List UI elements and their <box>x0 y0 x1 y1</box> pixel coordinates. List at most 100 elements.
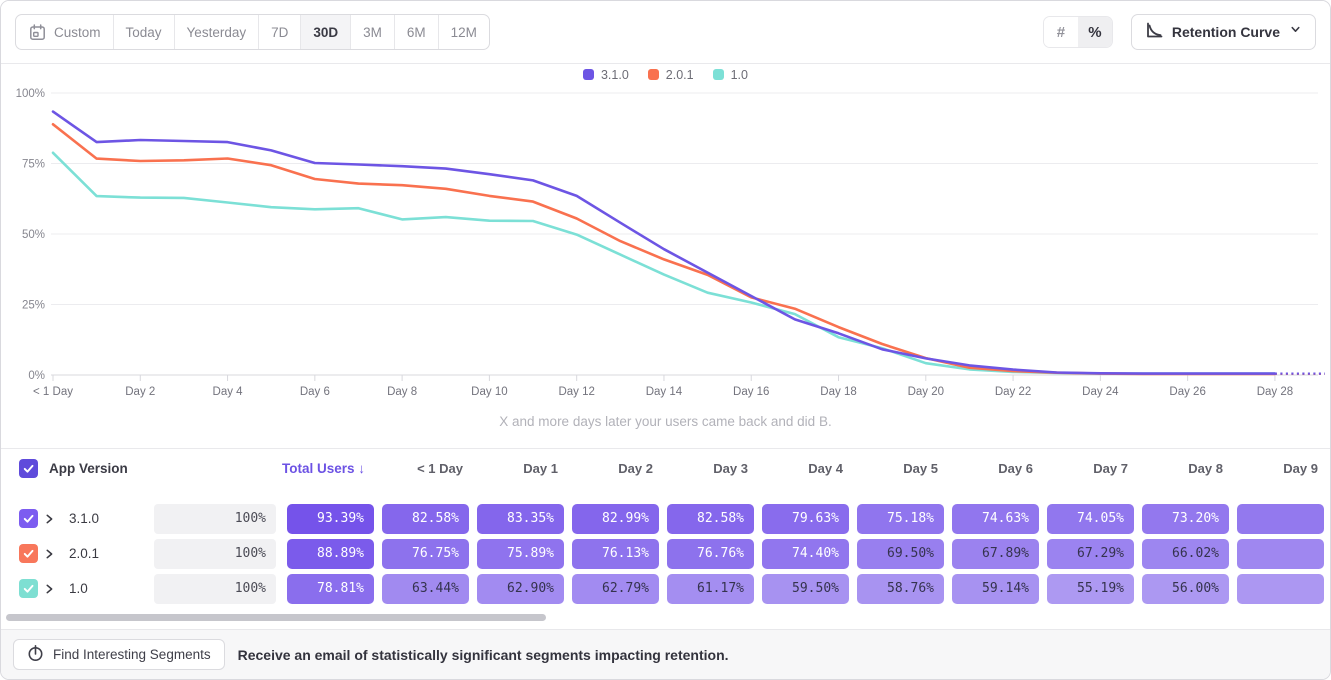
retention-cell[interactable]: 73.20% <box>1142 503 1229 534</box>
footer-bar: Find Interesting Segments Receive an ema… <box>1 629 1330 679</box>
retention-cell[interactable]: 93.39% <box>287 503 374 534</box>
retention-cell-partial[interactable] <box>1237 538 1324 569</box>
chevron-right-icon[interactable] <box>42 582 56 596</box>
retention-cell[interactable]: 78.81% <box>287 573 374 604</box>
x-axis-label: Day 22 <box>995 386 1031 398</box>
retention-cell[interactable]: 88.89% <box>287 538 374 569</box>
row-checkbox-3-1-0[interactable] <box>19 509 38 528</box>
retention-cell[interactable]: 75.89% <box>477 538 564 569</box>
column-header-day-7[interactable]: Day 7 <box>1093 461 1128 476</box>
chevron-right-icon[interactable] <box>42 512 56 526</box>
y-axis-label: 75% <box>22 159 45 171</box>
chevron-right-icon[interactable] <box>42 547 56 561</box>
chart-type-dropdown[interactable]: Retention Curve <box>1130 14 1316 50</box>
retention-cell[interactable]: 56.00% <box>1142 573 1229 604</box>
column-header-total-users[interactable]: Total Users ↓ <box>281 461 365 476</box>
retention-cell[interactable]: 67.29% <box>1047 538 1134 569</box>
retention-cell[interactable]: 62.90% <box>477 573 564 604</box>
x-axis-label: Day 10 <box>471 386 507 398</box>
column-header-day-8[interactable]: Day 8 <box>1188 461 1223 476</box>
retention-cell-partial[interactable] <box>1237 573 1324 604</box>
series-line-1-0 <box>51 151 1277 375</box>
retention-cell[interactable]: 76.75% <box>382 538 469 569</box>
legend-item-3-1-0[interactable]: 3.1.0 <box>582 68 629 82</box>
column-header-app-version[interactable]: App Version <box>49 461 128 476</box>
chart-type-label: Retention Curve <box>1171 24 1280 40</box>
x-axis-label: Day 28 <box>1257 386 1293 398</box>
percent-toggle[interactable]: % <box>1077 17 1112 47</box>
retention-cell[interactable]: 82.99% <box>572 503 659 534</box>
date-range-7d[interactable]: 7D <box>258 15 300 49</box>
x-axis-label: Day 4 <box>213 386 244 398</box>
percent-icon: % <box>1088 23 1102 41</box>
x-axis-label: Day 2 <box>125 386 155 398</box>
x-axis-label: Day 16 <box>733 386 769 398</box>
retention-cell[interactable]: 74.40% <box>762 538 849 569</box>
retention-cell[interactable]: 69.50% <box>857 538 944 569</box>
column-header-1-day[interactable]: < 1 Day <box>417 461 463 476</box>
column-header-day-6[interactable]: Day 6 <box>998 461 1033 476</box>
app-version-label: 1.0 <box>69 581 88 596</box>
date-range-today[interactable]: Today <box>112 15 174 49</box>
retention-cell[interactable]: 83.35% <box>477 503 564 534</box>
legend-item-1-0[interactable]: 1.0 <box>712 68 748 82</box>
table-body: 3.1.0 100% 93.39% 82.58% 83.35% 82.99% 82.58% 7… <box>1 501 1330 606</box>
absolute-numbers-toggle[interactable]: # <box>1043 17 1078 47</box>
retention-line-chart: 0% 25% 50% 75% 100% < 1 Day Day 2 Day 4 Day 6 Day… <box>16 88 1325 398</box>
y-axis-label: 100% <box>16 88 45 100</box>
retention-cell[interactable]: 82.58% <box>382 503 469 534</box>
row-checkbox-2-0-1[interactable] <box>19 544 38 563</box>
date-range-6m[interactable]: 6M <box>393 15 438 49</box>
date-range-3m[interactable]: 3M <box>350 15 394 49</box>
date-range-custom[interactable]: Custom <box>16 15 113 49</box>
y-axis-label: 0% <box>28 370 45 382</box>
retention-cell[interactable]: 62.79% <box>572 573 659 604</box>
retention-cell[interactable]: 63.44% <box>382 573 469 604</box>
column-header-day-5[interactable]: Day 5 <box>903 461 938 476</box>
select-all-checkbox[interactable] <box>19 459 38 478</box>
chart-legend: 3.1.0 2.0.1 1.0 <box>1 64 1330 85</box>
horizontal-scrollbar[interactable] <box>6 614 546 621</box>
value-mode-toggle: #% <box>1042 16 1113 48</box>
x-axis-label: < 1 Day <box>33 386 73 398</box>
find-interesting-segments-button[interactable]: Find Interesting Segments <box>13 639 225 670</box>
column-header-day-9[interactable]: Day 9 <box>1283 461 1318 476</box>
retention-cell[interactable]: 61.17% <box>667 573 754 604</box>
retention-cell[interactable]: 59.50% <box>762 573 849 604</box>
legend-swatch <box>647 69 659 80</box>
retention-cell[interactable]: 58.76% <box>857 573 944 604</box>
retention-cell[interactable]: 74.05% <box>1047 503 1134 534</box>
retention-cell[interactable]: 74.63% <box>952 503 1039 534</box>
column-header-day-2[interactable]: Day 2 <box>618 461 653 476</box>
retention-cell[interactable]: 55.19% <box>1047 573 1134 604</box>
column-header-day-3[interactable]: Day 3 <box>713 461 748 476</box>
legend-swatch <box>712 69 724 80</box>
legend-item-2-0-1[interactable]: 2.0.1 <box>647 68 694 82</box>
retention-cell[interactable]: 79.63% <box>762 503 849 534</box>
x-axis-label: Day 24 <box>1082 386 1119 398</box>
check-icon <box>23 549 34 558</box>
row-checkbox-1-0[interactable] <box>19 579 38 598</box>
retention-cell[interactable]: 75.18% <box>857 503 944 534</box>
date-range-30d[interactable]: 30D <box>300 15 351 49</box>
retention-cell[interactable]: 67.89% <box>952 538 1039 569</box>
total-users-value: 100% <box>154 538 276 569</box>
x-axis-label: Day 20 <box>908 386 944 398</box>
toolbar: Custom Today Yesterday 7D 30D 3M 6M 12M #% Rete… <box>1 1 1330 64</box>
table-header-row: App Version Total Users ↓ < 1 Day Day 1 Da… <box>1 448 1330 488</box>
toolbar-right: #% Retention Curve <box>1042 14 1316 50</box>
retention-cell[interactable]: 66.02% <box>1142 538 1229 569</box>
table-row-2-0-1: 2.0.1 100% 88.89% 76.75% 75.89% 76.13% 76.76% 7… <box>1 536 1330 571</box>
date-range-yesterday[interactable]: Yesterday <box>173 15 259 49</box>
column-header-day-1[interactable]: Day 1 <box>523 461 558 476</box>
date-range-12m[interactable]: 12M <box>437 15 489 49</box>
column-header-day-4[interactable]: Day 4 <box>808 461 843 476</box>
retention-cell[interactable]: 76.76% <box>667 538 754 569</box>
footer-message: Receive an email of statistically signif… <box>237 646 729 663</box>
y-axis-label: 50% <box>22 229 45 241</box>
retention-cell-partial[interactable] <box>1237 503 1324 534</box>
retention-cell[interactable]: 82.58% <box>667 503 754 534</box>
retention-cell[interactable]: 76.13% <box>572 538 659 569</box>
retention-cell[interactable]: 59.14% <box>952 573 1039 604</box>
